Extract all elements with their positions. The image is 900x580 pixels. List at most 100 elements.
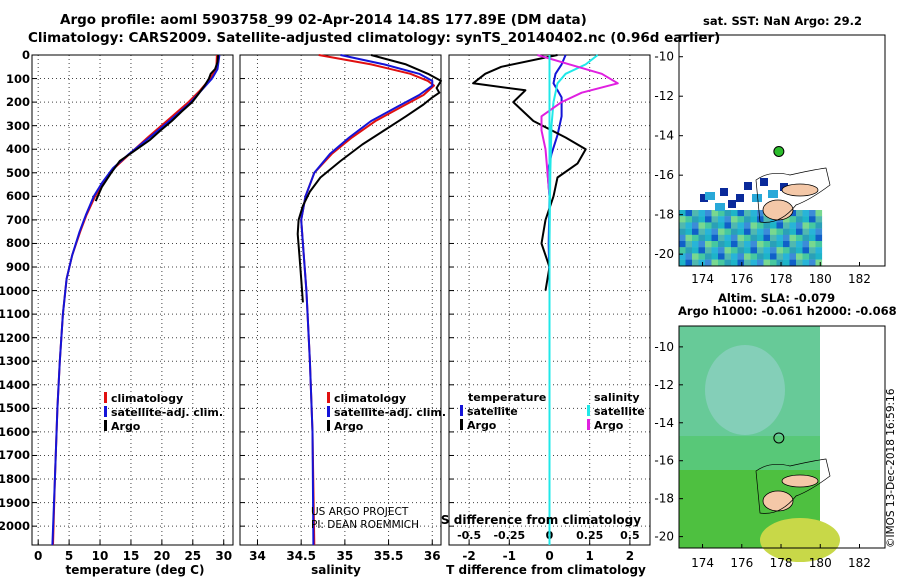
sst-cell [685, 228, 693, 235]
sst-cell [770, 228, 777, 235]
sst-cell [763, 247, 771, 254]
sst-cell [763, 216, 771, 223]
sst-cell [776, 247, 784, 254]
sst-cell [685, 253, 693, 260]
x-tick-label: 15 [123, 549, 140, 563]
legend-climatology-sal: climatology [327, 392, 406, 405]
sst-cell [763, 259, 771, 266]
island-viti-levu [762, 199, 794, 221]
depth-tick-label: 300 [5, 118, 30, 133]
legend-temperature-title: temperature [468, 391, 547, 404]
sst-cell [770, 247, 777, 254]
depth-tick-label: 1200 [0, 330, 30, 345]
sst-cell [757, 253, 764, 260]
series-line-climatology [300, 54, 435, 546]
sst-cell [711, 216, 719, 223]
plot-frame [31, 54, 234, 546]
depth-tick-label: 700 [5, 212, 30, 227]
sst-cell [718, 216, 725, 223]
sst-cell [796, 247, 803, 254]
sst-cell [724, 241, 732, 248]
sst-cell [711, 210, 719, 217]
map-y-tick-label: -18 [654, 208, 674, 222]
map-sla_map: 174 176 178 180 182 -10 -12 -14 -16 -18 -20 [654, 325, 886, 570]
sst-cell [789, 228, 797, 235]
sst-cell [679, 222, 686, 229]
map-x-tick-label: 178 [770, 556, 793, 570]
depth-tick-label: 1500 [0, 401, 30, 416]
sst-cell [796, 210, 803, 217]
legend-t-satellite: satellite [460, 405, 518, 418]
sst-cell [757, 210, 764, 217]
sst-cell [685, 216, 693, 223]
sst-cell [776, 241, 784, 248]
sst-cell [731, 247, 738, 254]
sst-cell-dark [728, 200, 736, 208]
sst-cell [750, 228, 758, 235]
sst-cell [705, 247, 712, 254]
sst-cell [705, 192, 715, 200]
legend-s-argo: Argo [587, 419, 623, 432]
sst-cell [815, 247, 823, 254]
sst-cell [679, 253, 686, 260]
argo-position-marker [773, 145, 785, 157]
legend-satellite-sal: satellite-adj. clim. [327, 406, 446, 419]
sst-cell [705, 241, 712, 248]
sst-cell [698, 253, 706, 260]
x-tick-label: 1 [586, 549, 594, 563]
sst-cell [750, 259, 758, 266]
depth-tick-label: 1100 [0, 307, 30, 322]
depth-tick-label: 1300 [0, 354, 30, 369]
sst-cell [698, 210, 706, 217]
sst-cell [757, 216, 764, 223]
legend-climatology: climatology [104, 392, 183, 405]
sst-cell [705, 210, 712, 217]
sst-cell [718, 247, 725, 254]
s-tick-label: 0.25 [576, 529, 603, 542]
sst-cell [796, 241, 803, 248]
legend-swatch-cyan [587, 405, 590, 416]
sst-cell [802, 210, 810, 217]
argo-position-marker [773, 432, 785, 444]
legend-argo-sal: Argo [327, 420, 363, 433]
legend-t-argo: Argo [460, 419, 496, 432]
temperature-xlabel: temperature (deg C) [65, 563, 205, 577]
sst-cell [750, 222, 758, 229]
x-tick-label: 10 [92, 549, 109, 563]
sst-cell [698, 247, 706, 254]
sst-cell-dark [700, 194, 708, 202]
map-y-tick-label: -14 [654, 129, 674, 143]
depth-tick-label: 500 [5, 165, 30, 180]
sla-blob [705, 345, 785, 435]
sst-cell [731, 228, 738, 235]
t-difference-xlabel: T difference from climatology [446, 563, 646, 577]
map-y-tick-label: -12 [654, 378, 674, 392]
sst-cell [705, 222, 712, 229]
sst-cell [783, 241, 790, 248]
map-x-tick-label: 176 [730, 272, 753, 286]
x-tick-label: 36 [424, 549, 441, 563]
s-tick-label: 0.5 [620, 529, 640, 542]
x-tick-label: 30 [215, 549, 232, 563]
sst-cell [789, 241, 797, 248]
credit-pi: PI: DEAN ROEMMICH [311, 519, 420, 531]
sst-cell [711, 259, 719, 266]
sst-cell [705, 253, 712, 260]
legend-satellite: satellite-adj. clim. [104, 406, 223, 419]
sst-cell [763, 228, 771, 235]
sst-cell [750, 247, 758, 254]
x-tick-label: 35.5 [374, 549, 404, 563]
sst-cell [802, 241, 810, 248]
sst-cell [768, 190, 778, 198]
sst-cell [718, 210, 725, 217]
page-subtitle: Climatology: CARS2009. Satellite-adjuste… [28, 30, 721, 46]
sst-cell [711, 253, 719, 260]
sst-cell [750, 241, 758, 248]
sst-cell [685, 222, 693, 229]
series-line-satellite-adj-clim- [51, 54, 221, 546]
sst-cell [802, 234, 810, 242]
map-y-tick-label: -12 [654, 89, 674, 103]
sst-cell [705, 234, 712, 242]
